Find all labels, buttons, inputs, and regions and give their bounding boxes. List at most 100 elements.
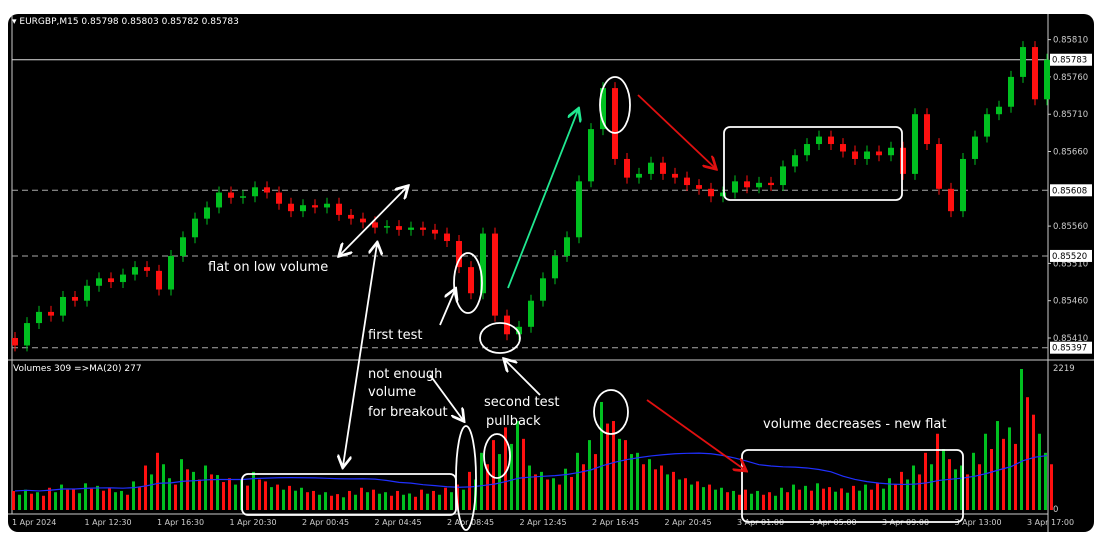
volume-bar bbox=[810, 490, 813, 510]
candle bbox=[792, 155, 798, 167]
candle bbox=[372, 222, 378, 228]
volume-bar bbox=[192, 471, 195, 510]
candle bbox=[192, 218, 198, 238]
volume-bar bbox=[468, 471, 471, 510]
candle bbox=[612, 88, 618, 159]
candle bbox=[984, 114, 990, 137]
price-chart[interactable]: 0.85810 0.85760 0.85710 0.85660 0.85560 0.855… bbox=[8, 14, 1094, 532]
volume-bar bbox=[1026, 397, 1029, 510]
candle bbox=[744, 181, 750, 188]
volume-bar bbox=[906, 479, 909, 510]
volume-bar bbox=[258, 479, 261, 510]
volume-bar bbox=[246, 485, 249, 510]
volume-bar bbox=[66, 489, 69, 510]
volume-bar bbox=[930, 464, 933, 510]
candle bbox=[420, 227, 426, 230]
candle bbox=[216, 192, 222, 208]
volume-bar bbox=[984, 433, 987, 510]
volume-ma-line bbox=[14, 452, 1048, 492]
annotation-volume-decreases: volume decreases - new flat bbox=[763, 417, 947, 432]
volume-bar bbox=[480, 452, 483, 510]
volume-bar bbox=[690, 484, 693, 510]
volume-bar bbox=[774, 495, 777, 510]
time-tick: 2 Apr 12:45 bbox=[520, 518, 567, 527]
volume-bar bbox=[408, 493, 411, 510]
volume-bar bbox=[750, 493, 753, 510]
volume-bar bbox=[372, 489, 375, 510]
volume-bar bbox=[978, 464, 981, 510]
candle bbox=[696, 185, 702, 189]
volume-bar bbox=[276, 484, 279, 510]
candle bbox=[84, 285, 90, 301]
volume-bar bbox=[714, 489, 717, 510]
candle bbox=[156, 270, 162, 290]
volume-bar bbox=[786, 492, 789, 510]
volume-bar bbox=[552, 478, 555, 510]
volume-bar bbox=[966, 474, 969, 510]
volume-bar bbox=[768, 492, 771, 510]
volume-bar bbox=[888, 478, 891, 510]
volume-bar bbox=[138, 487, 141, 510]
volume-bar bbox=[390, 495, 393, 510]
chart-window[interactable]: 0.85810 0.85760 0.85710 0.85660 0.85560 0.855… bbox=[8, 14, 1094, 532]
volume-bar bbox=[594, 454, 597, 510]
volume-bar bbox=[360, 487, 363, 510]
volume-bar bbox=[912, 465, 915, 510]
candle bbox=[252, 187, 258, 197]
candle bbox=[660, 162, 666, 174]
volume-bar bbox=[120, 490, 123, 510]
volume-bar bbox=[570, 476, 573, 510]
volume-bar bbox=[960, 465, 963, 510]
candle bbox=[108, 278, 114, 283]
volume-bar bbox=[312, 490, 315, 510]
volume-bar bbox=[918, 474, 921, 510]
candle bbox=[240, 196, 246, 198]
candle bbox=[636, 173, 642, 178]
annotation-not-enough-2: volume bbox=[368, 385, 417, 400]
volume-bar bbox=[510, 443, 513, 510]
time-tick: 1 Apr 2024 bbox=[12, 518, 56, 527]
candle bbox=[60, 296, 66, 316]
volume-bar bbox=[876, 483, 879, 510]
volume-bar bbox=[648, 459, 651, 510]
candle bbox=[456, 241, 462, 268]
volume-bar bbox=[990, 448, 993, 510]
volume-bar bbox=[696, 481, 699, 510]
volume-bar bbox=[282, 489, 285, 510]
time-tick: 2 Apr 00:45 bbox=[302, 518, 349, 527]
candle bbox=[924, 114, 930, 145]
volume-bar bbox=[858, 490, 861, 510]
candle bbox=[276, 192, 282, 204]
candle bbox=[828, 136, 834, 145]
candle bbox=[468, 267, 474, 294]
volume-bar bbox=[726, 492, 729, 510]
candle bbox=[756, 182, 762, 188]
annotation-box bbox=[241, 473, 457, 516]
annotation-second-test: second test bbox=[484, 395, 560, 410]
volume-bar bbox=[744, 489, 747, 510]
candle bbox=[936, 144, 942, 189]
volume-bar bbox=[156, 452, 159, 510]
volume-bar bbox=[306, 492, 309, 510]
volume-bar bbox=[18, 494, 21, 510]
volume-bar bbox=[1038, 433, 1041, 510]
volume-bar bbox=[780, 487, 783, 510]
candle bbox=[204, 207, 210, 219]
candle bbox=[804, 144, 810, 156]
volume-bar bbox=[60, 484, 63, 510]
volume-bar bbox=[546, 479, 549, 510]
candle bbox=[840, 144, 846, 152]
volume-bar bbox=[1002, 438, 1005, 510]
candle bbox=[1044, 59, 1050, 100]
time-tick: 3 Apr 17:00 bbox=[1027, 518, 1074, 527]
volume-bar bbox=[792, 484, 795, 510]
candle bbox=[48, 311, 54, 316]
volume-bar bbox=[678, 479, 681, 510]
volume-bar bbox=[108, 487, 111, 510]
volume-bar bbox=[954, 469, 957, 510]
candle bbox=[720, 192, 726, 197]
volume-bar bbox=[324, 492, 327, 510]
annotation-box bbox=[723, 126, 903, 201]
candle bbox=[816, 136, 822, 145]
volume-bar bbox=[660, 465, 663, 510]
